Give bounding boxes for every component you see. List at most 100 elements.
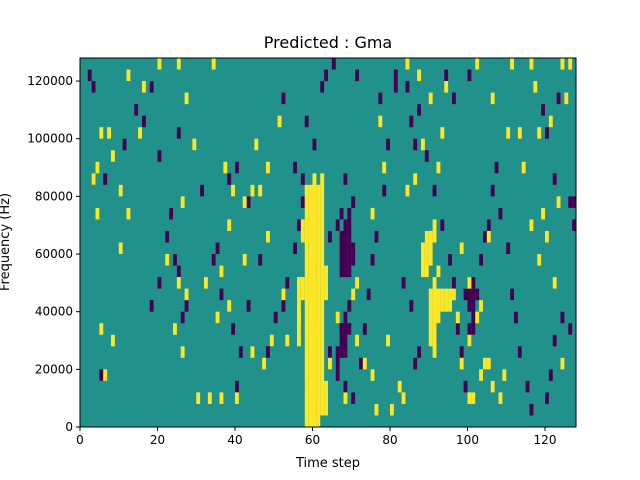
heatmap-cell-high [324, 380, 328, 416]
heatmap-cell-high [424, 230, 429, 278]
heatmap-cell-high [405, 184, 410, 197]
heatmap-cell-high [266, 161, 270, 174]
heatmap-cell-high [204, 277, 208, 289]
heatmap-cell-high [111, 334, 115, 347]
heatmap-cell-low [227, 173, 232, 185]
heatmap-cell-low [304, 115, 309, 128]
heatmap-cell-low [374, 230, 379, 243]
heatmap-cell-high [545, 230, 549, 243]
heatmap-cell-low [424, 150, 429, 162]
heatmap-cell-low [467, 69, 472, 82]
heatmap-cell-low [370, 254, 375, 266]
heatmap-cell-high [541, 207, 545, 220]
heatmap-cell-high [242, 196, 247, 208]
heatmap-cell-high [440, 127, 445, 139]
heatmap-cell-low [475, 288, 480, 301]
heatmap-cell-high [537, 127, 542, 139]
heatmap-cell-low [157, 277, 162, 289]
heatmap-cell-high [142, 81, 146, 93]
heatmap-cell-high [467, 392, 472, 404]
heatmap-cell-high [459, 242, 464, 255]
y-tick-label: 80000 [35, 189, 73, 203]
y-tick-label: 120000 [27, 74, 73, 88]
heatmap-cell-high [432, 219, 437, 243]
heatmap-cell-high [107, 127, 111, 139]
x-tick-label: 80 [382, 433, 397, 447]
heatmap-cell-high [196, 392, 201, 404]
heatmap-cell-high [568, 58, 573, 70]
plot-frame [79, 57, 577, 428]
heatmap-cell-high [328, 357, 332, 370]
heatmap-cell-high [467, 334, 472, 347]
heatmap-cell-high [223, 161, 228, 174]
heatmap-cell-low [87, 69, 92, 82]
heatmap-cell-high [95, 161, 100, 174]
heatmap-cell-high [490, 380, 495, 393]
heatmap-cell-low [176, 127, 181, 139]
heatmap-cell-high [215, 311, 220, 324]
heatmap-cell-high [405, 58, 410, 70]
heatmap-cell-low [343, 380, 348, 393]
heatmap-cell-high [126, 207, 131, 220]
heatmap-cell-high [475, 311, 480, 324]
heatmap-cell-low [266, 346, 270, 358]
heatmap-cell-high [486, 230, 491, 243]
heatmap-cell-high [95, 207, 100, 220]
heatmap-cell-low [215, 242, 220, 255]
heatmap-cell-low [452, 277, 456, 289]
heatmap-cell-high [91, 173, 96, 185]
heatmap-cell-low [541, 104, 545, 116]
heatmap-cell-high [506, 127, 511, 139]
heatmap-cell-high [111, 150, 115, 162]
y-tick-label: 40000 [35, 305, 73, 319]
heatmap-cell-low [343, 173, 348, 185]
heatmap-cell-high [320, 173, 325, 416]
heatmap-cell-high [355, 334, 359, 347]
heatmap-cell-low [335, 369, 340, 381]
heatmap-cell-high [529, 58, 534, 70]
heatmap-cell-low [486, 219, 491, 231]
heatmap-cell-low [351, 392, 356, 404]
heatmap-cell-low [165, 230, 170, 243]
heatmap-cell-high [475, 58, 480, 70]
heatmap-cell-low [444, 69, 449, 82]
heatmap-cell-high [537, 254, 542, 266]
heatmap-cell-high [432, 277, 437, 358]
heatmap-cell-low [378, 92, 383, 105]
heatmap-cell-low [339, 323, 344, 358]
heatmap-cell-low [382, 184, 387, 197]
heatmap-cell-low [142, 115, 146, 128]
heatmap-cell-low [510, 288, 514, 301]
heatmap-cell-low [176, 265, 181, 278]
plot-area [79, 57, 577, 428]
heatmap-cell-low [134, 104, 139, 116]
heatmap-cell-low [556, 92, 561, 105]
x-tick-label: 100 [456, 433, 479, 447]
heatmap-cell-high [180, 196, 185, 208]
heatmap-cell-low [409, 115, 414, 128]
heatmap-cell-low [180, 311, 185, 324]
heatmap-cell-high [556, 196, 561, 208]
heatmap-cell-high [304, 184, 309, 427]
heatmap-cell-high [99, 323, 104, 335]
x-axis-label: Time step [295, 456, 360, 471]
heatmap-cell-low [440, 219, 445, 231]
heatmap-cell-high [176, 58, 181, 70]
heatmap-cell-low [246, 300, 251, 312]
heatmap-cell-low [99, 369, 104, 381]
heatmap-cell-low [312, 138, 317, 151]
heatmap-cell-high [343, 392, 348, 404]
heatmap-cell-low [432, 184, 437, 197]
heatmap-cell-low [281, 92, 286, 105]
heatmap-cell-high [397, 380, 402, 393]
heatmap-cell-low [362, 323, 367, 335]
heatmap-cell-low [401, 277, 406, 289]
x-tick-label: 60 [305, 433, 320, 447]
heatmap-cell-high [479, 369, 483, 381]
heatmap-cell-low [200, 184, 204, 197]
heatmap-cell-high [417, 69, 421, 82]
heatmap-cell-low [405, 81, 410, 93]
heatmap-cell-low [285, 277, 290, 289]
heatmap-cell-high [471, 392, 476, 404]
heatmap-cell-high [428, 92, 433, 105]
